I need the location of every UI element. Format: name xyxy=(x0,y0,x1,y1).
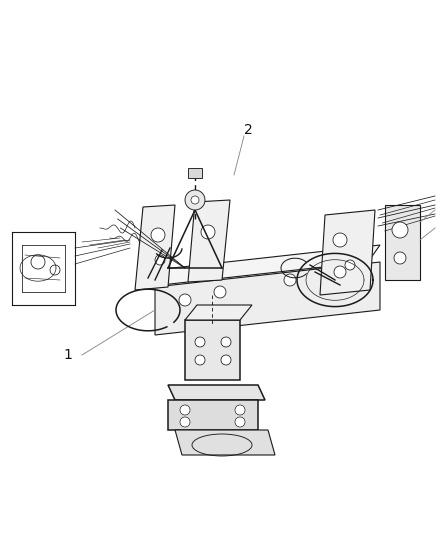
Circle shape xyxy=(333,233,347,247)
Circle shape xyxy=(221,337,231,347)
Circle shape xyxy=(394,252,406,264)
Text: 1: 1 xyxy=(64,348,72,362)
Polygon shape xyxy=(188,200,230,282)
Circle shape xyxy=(221,355,231,365)
Polygon shape xyxy=(320,210,375,295)
Polygon shape xyxy=(175,430,275,455)
Circle shape xyxy=(185,190,205,210)
Circle shape xyxy=(345,260,355,270)
Circle shape xyxy=(195,355,205,365)
Polygon shape xyxy=(143,245,380,287)
Polygon shape xyxy=(168,400,258,430)
Circle shape xyxy=(180,405,190,415)
Circle shape xyxy=(180,417,190,427)
Circle shape xyxy=(195,337,205,347)
Circle shape xyxy=(151,228,165,242)
Circle shape xyxy=(179,294,191,306)
Circle shape xyxy=(155,255,165,265)
Circle shape xyxy=(201,225,215,239)
Polygon shape xyxy=(155,262,380,335)
Circle shape xyxy=(392,222,408,238)
Polygon shape xyxy=(385,205,420,280)
Polygon shape xyxy=(135,205,175,290)
Polygon shape xyxy=(185,320,240,380)
Bar xyxy=(188,168,202,178)
Circle shape xyxy=(235,417,245,427)
Circle shape xyxy=(284,274,296,286)
Circle shape xyxy=(235,405,245,415)
Circle shape xyxy=(214,286,226,298)
Polygon shape xyxy=(168,385,265,400)
Circle shape xyxy=(191,196,199,204)
Text: 2: 2 xyxy=(244,123,252,137)
Polygon shape xyxy=(185,305,252,320)
Circle shape xyxy=(334,266,346,278)
